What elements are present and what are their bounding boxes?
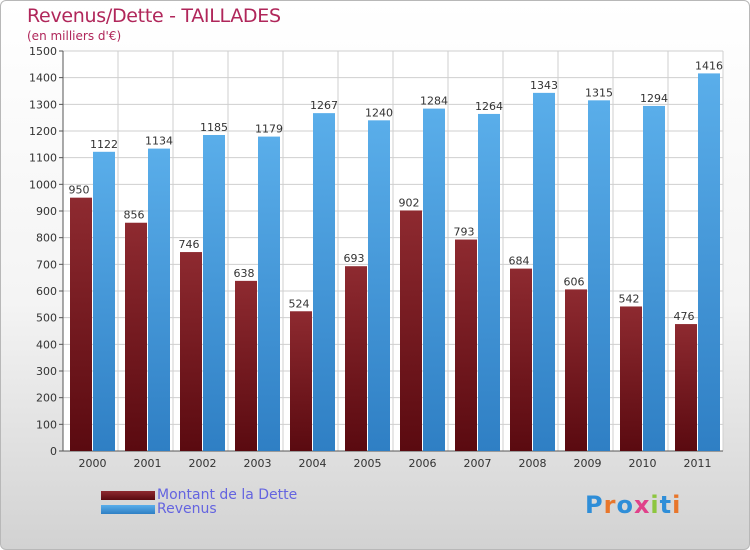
legend-item-revenus: Revenus (101, 501, 217, 517)
data-label-revenus: 1284 (420, 95, 448, 108)
bars-layer (70, 73, 720, 452)
y-tick-label: 1500 (29, 45, 57, 58)
x-tick-label: 2002 (189, 457, 217, 470)
bar-dette (290, 311, 312, 451)
labels-layer: 0 100 200 300 400 500 600 700 800 900 1000 1100 1200… (29, 45, 723, 470)
chart-subtitle: (en milliers d'€) (27, 29, 122, 43)
logo-letter: i (672, 491, 682, 519)
data-label-revenus: 1267 (310, 99, 338, 112)
y-tick-label: 1200 (29, 125, 57, 138)
bar-dette (180, 252, 202, 451)
bar-revenus (148, 148, 170, 451)
legend-swatch-dette (101, 490, 155, 500)
y-tick-label: 1100 (29, 152, 57, 165)
x-tick-label: 2006 (409, 457, 437, 470)
x-tick-label: 2011 (684, 457, 712, 470)
y-tick-label: 800 (36, 232, 57, 245)
data-label-revenus: 1134 (145, 135, 173, 148)
logo-letter: t (659, 491, 673, 519)
data-label-revenus: 1240 (365, 106, 393, 119)
bar-revenus (258, 136, 280, 451)
data-label-dette: 793 (454, 226, 475, 239)
x-tick-label: 2010 (629, 457, 657, 470)
data-label-dette: 746 (179, 238, 200, 251)
x-tick-label: 2009 (574, 457, 602, 470)
bar-dette (70, 197, 92, 451)
data-label-dette: 902 (399, 196, 420, 209)
y-tick-label: 600 (36, 285, 57, 298)
data-label-dette: 856 (124, 209, 145, 222)
x-tick-label: 2001 (134, 457, 162, 470)
logo-letter: o (616, 491, 634, 519)
x-tick-label: 2003 (244, 457, 272, 470)
data-label-dette: 606 (564, 275, 585, 288)
data-label-revenus: 1179 (255, 123, 283, 136)
data-label-dette: 684 (509, 255, 530, 268)
legend-label-revenus: Revenus (157, 501, 217, 517)
bar-dette (235, 280, 257, 451)
chart-title: Revenus/Dette - TAILLADES (27, 5, 281, 27)
bar-revenus (478, 113, 500, 451)
bar-dette (620, 306, 642, 451)
grid-layer (59, 50, 724, 452)
x-tick-label: 2007 (464, 457, 492, 470)
bar-dette (565, 289, 587, 451)
logo-letter: r (603, 491, 617, 519)
y-tick-label: 300 (36, 365, 57, 378)
bar-revenus (423, 108, 445, 451)
legend-swatch-revenus (101, 504, 155, 514)
data-label-dette: 524 (289, 297, 310, 310)
data-label-revenus: 1315 (585, 86, 613, 99)
bar-revenus (698, 73, 720, 452)
data-label-revenus: 1264 (475, 100, 503, 113)
data-label-dette: 542 (619, 292, 640, 305)
bar-revenus (313, 113, 335, 451)
logo-letter: x (633, 491, 651, 519)
bar-dette (510, 268, 532, 451)
proxiti-logo: Proxiti (585, 491, 681, 519)
y-tick-label: 1000 (29, 178, 57, 191)
y-tick-label: 500 (36, 312, 57, 325)
bar-dette (125, 222, 147, 451)
bar-revenus (588, 100, 610, 451)
x-tick-label: 2000 (79, 457, 107, 470)
x-tick-label: 2008 (519, 457, 547, 470)
bar-revenus (93, 151, 115, 452)
y-tick-label: 100 (36, 418, 57, 431)
data-label-dette: 476 (674, 310, 695, 323)
y-tick-label: 700 (36, 258, 57, 271)
bar-revenus (533, 92, 555, 451)
data-label-dette: 693 (344, 252, 365, 265)
x-tick-label: 2005 (354, 457, 382, 470)
bar-dette (400, 210, 422, 451)
y-tick-label: 0 (50, 445, 57, 458)
legend-item-dette: Montant de la Dette (101, 487, 297, 503)
data-label-dette: 950 (69, 184, 90, 197)
logo-letter: P (585, 491, 604, 519)
data-label-revenus: 1343 (530, 79, 558, 92)
bar-dette (675, 324, 697, 451)
data-label-revenus: 1122 (90, 138, 118, 151)
bar-revenus (643, 105, 665, 451)
bar-dette (455, 239, 477, 451)
y-tick-label: 1300 (29, 98, 57, 111)
y-tick-label: 900 (36, 205, 57, 218)
data-label-revenus: 1185 (200, 121, 228, 134)
y-tick-label: 1400 (29, 72, 57, 85)
data-label-revenus: 1294 (640, 92, 668, 105)
data-label-dette: 638 (234, 267, 255, 280)
logo-letter: i (650, 491, 660, 519)
y-tick-label: 200 (36, 392, 57, 405)
x-tick-label: 2004 (299, 457, 327, 470)
bar-revenus (368, 120, 390, 451)
legend-label-dette: Montant de la Dette (157, 487, 298, 503)
bar-dette (345, 266, 367, 451)
y-tick-label: 400 (36, 338, 57, 351)
bar-revenus (203, 135, 225, 451)
data-label-revenus: 1416 (695, 59, 723, 72)
